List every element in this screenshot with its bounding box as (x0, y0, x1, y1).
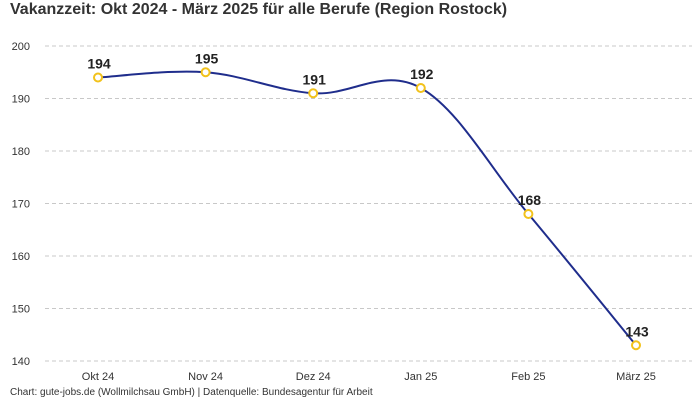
x-tick-label: Okt 24 (82, 371, 114, 383)
data-labels: 194 195 191 192 168 143 (87, 50, 649, 339)
series-line (97, 70, 637, 346)
data-points (93, 67, 641, 351)
x-tick-label: Nov 24 (188, 371, 223, 383)
y-tick-label: 190 (12, 94, 30, 106)
series-line-layer (97, 70, 637, 346)
chart-source-footer: Chart: gute-jobs.de (Wollmilchsau GmbH) … (10, 387, 373, 398)
data-label: 195 (195, 50, 219, 66)
y-axis-ticks: 140 150 160 170 180 190 200 (12, 41, 30, 368)
y-tick-label: 170 (12, 199, 30, 211)
x-tick-label: Feb 25 (511, 371, 545, 383)
x-tick-label: März 25 (616, 371, 656, 383)
data-point (631, 340, 641, 351)
x-tick-label: Jan 25 (404, 371, 437, 383)
y-tick-label: 160 (12, 251, 30, 263)
y-tick-label: 140 (12, 356, 30, 368)
y-tick-label: 200 (12, 41, 30, 53)
data-point (308, 88, 319, 99)
grid-lines (45, 45, 692, 362)
chart-title: Vakanzzeit: Okt 2024 - März 2025 für all… (10, 1, 508, 18)
x-tick-label: Dez 24 (296, 371, 331, 383)
data-point (93, 72, 103, 83)
y-tick-label: 180 (12, 146, 30, 158)
data-label: 191 (303, 71, 327, 87)
y-tick-label: 150 (12, 304, 30, 316)
data-point (523, 209, 534, 219)
data-point (415, 83, 426, 93)
data-label: 192 (410, 66, 434, 82)
data-label: 194 (87, 56, 111, 72)
data-label: 168 (518, 192, 542, 208)
x-axis-ticks: Okt 24 Nov 24 Dez 24 Jan 25 Feb 25 März 25 (82, 371, 656, 383)
data-label: 143 (625, 323, 649, 339)
data-point (200, 67, 211, 78)
